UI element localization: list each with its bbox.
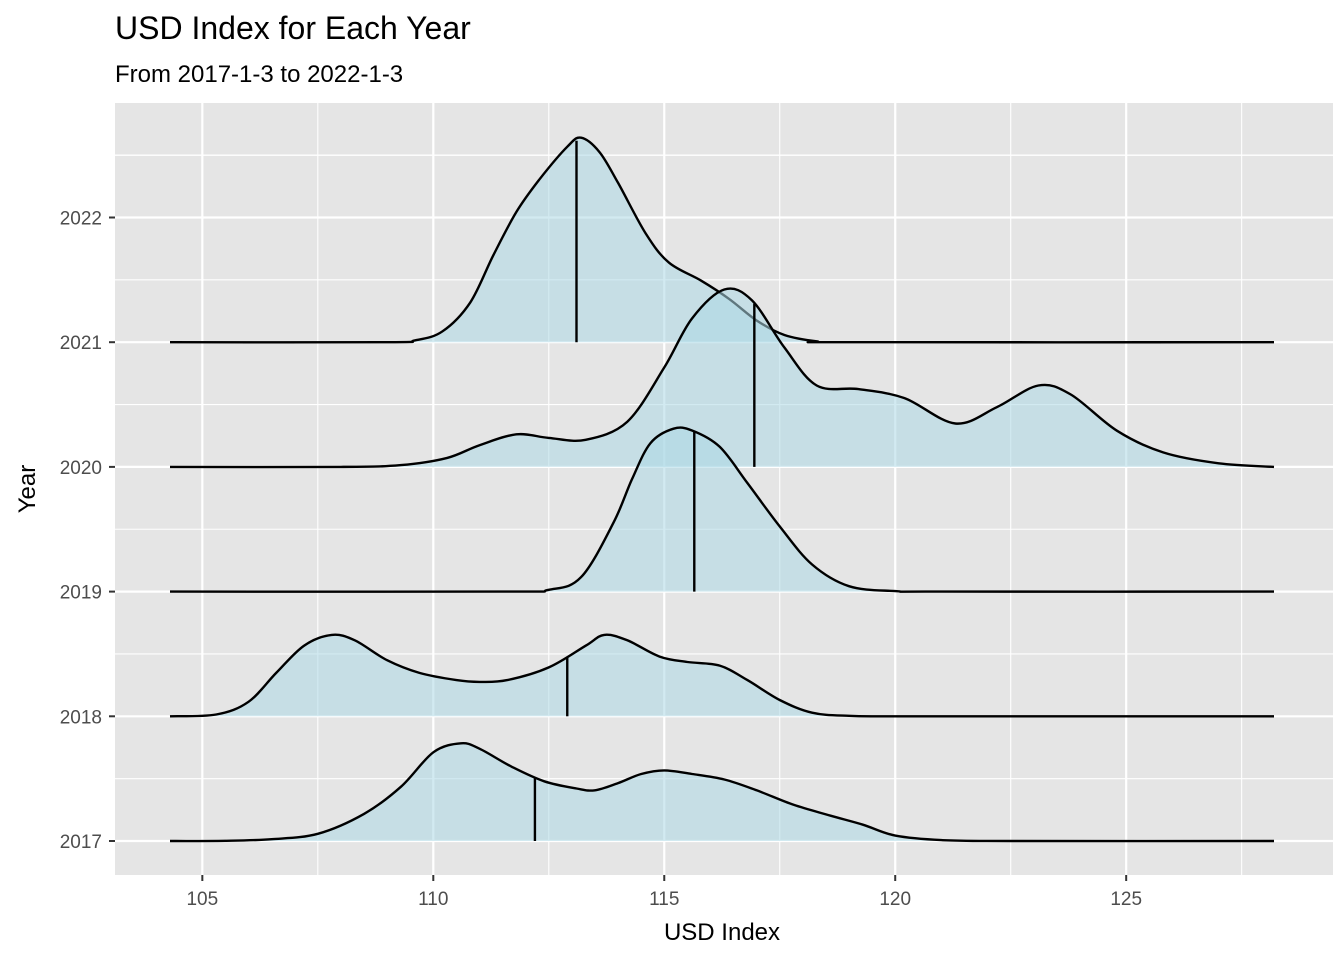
y-tick-label: 2018	[60, 707, 102, 728]
ridge-2019	[169, 426, 1275, 593]
x-tick-label: 110	[418, 889, 448, 910]
x-tick-label: 125	[1110, 889, 1142, 910]
y-axis-title: Year	[14, 465, 41, 514]
x-axis: 105 110 115 120 125	[186, 875, 1142, 910]
x-tick-label: 120	[879, 889, 911, 910]
ridge-outline	[169, 742, 1275, 843]
ridge-2020	[169, 287, 1275, 469]
chart-title: USD Index for Each Year	[115, 10, 471, 46]
x-tick-label: 105	[186, 889, 218, 910]
y-axis: 2017 2018 2019 2020 2021 2022	[60, 209, 115, 853]
y-tick-label: 2022	[60, 209, 102, 230]
x-tick-label: 115	[649, 889, 679, 910]
density-ridges	[169, 136, 1275, 843]
y-tick-label: 2020	[60, 458, 102, 479]
ridge-fill	[170, 634, 1274, 717]
ridge-outline	[169, 426, 1275, 593]
y-tick-label: 2021	[60, 333, 102, 354]
ridge-outline	[169, 633, 1275, 718]
ridge-outline	[169, 287, 1275, 469]
ridge-fill	[170, 427, 1274, 592]
x-axis-title: USD Index	[664, 919, 780, 946]
y-tick-label: 2019	[60, 583, 102, 604]
ridge-outline	[169, 136, 1275, 344]
ridge-2017	[169, 742, 1275, 843]
ridge-fill	[170, 743, 1274, 842]
ridge-fill	[170, 288, 1274, 468]
ridge-2018	[169, 633, 1275, 718]
y-tick-label: 2017	[60, 832, 102, 853]
chart-subtitle: From 2017-1-3 to 2022-1-3	[115, 61, 403, 88]
